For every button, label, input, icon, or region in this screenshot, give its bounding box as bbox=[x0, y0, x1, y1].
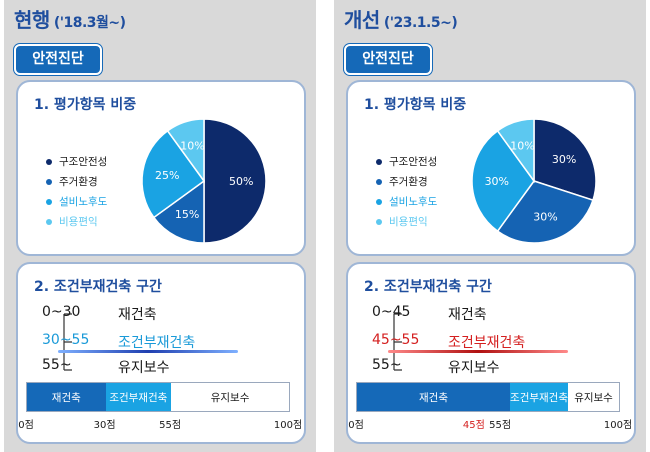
score-tick-label: 45점 bbox=[462, 420, 485, 431]
legend-item: 구조안전성 bbox=[376, 152, 437, 172]
section-title-ranges: 2. 조건부재건축 구간 bbox=[364, 279, 492, 295]
revised-panel: 개선 ('23.1.5~) 안전진단 1. 평가항목 비중 구조안전성 주거환경 … bbox=[334, 0, 646, 452]
score-tick-label: 100점 bbox=[603, 420, 633, 431]
score-tick-label: 30점 bbox=[93, 420, 116, 431]
legend-dot bbox=[46, 159, 52, 165]
highlight-underline bbox=[388, 350, 568, 353]
highlight-underline bbox=[58, 350, 238, 353]
legend-dot bbox=[46, 219, 52, 225]
section-title-weights: 1. 평가항목 비중 bbox=[34, 97, 137, 113]
range-card: 2. 조건부재건축 구간 0~30 재건축 30~55 조건부재건축 55~ 유지보수… bbox=[16, 262, 306, 444]
score-bar-segment: 재건축 bbox=[357, 383, 511, 411]
legend-dot bbox=[376, 159, 382, 165]
pie-slice-label: 30% bbox=[533, 210, 557, 223]
range-row: 0~30 재건축 bbox=[42, 304, 157, 323]
panel-subtitle: ('18.3월~) bbox=[53, 15, 126, 31]
pie-slice-label: 10% bbox=[180, 140, 204, 153]
pie-slice-label: 10% bbox=[510, 140, 534, 153]
score-bar-segment: 유지보수 bbox=[568, 383, 620, 411]
pie-legend: 구조안전성 주거환경 설비노후도 비용편익 bbox=[376, 152, 437, 232]
pie-slice-label: 25% bbox=[155, 169, 179, 182]
legend-dot bbox=[376, 199, 382, 205]
score-bar: 재건축 조건부재건축 유지보수 bbox=[26, 382, 290, 412]
pie-slice bbox=[166, 118, 205, 184]
range-row-highlight: 30~55 조건부재건축 bbox=[42, 332, 196, 351]
pie-slice bbox=[496, 180, 594, 244]
range-row: 55~ 유지보수 bbox=[372, 357, 500, 376]
pie-slice bbox=[496, 118, 535, 184]
section-badge: 안전진단 bbox=[14, 44, 102, 75]
panel-title: 개선 ('23.1.5~) bbox=[344, 8, 458, 32]
weight-card: 1. 평가항목 비중 구조안전성 주거환경 설비노후도 비용편익 50% 15% 2… bbox=[16, 80, 306, 256]
range-card: 2. 조건부재건축 구간 0~45 재건축 45~55 조건부재건축 55~ 유지보수… bbox=[346, 262, 636, 444]
pie-slice bbox=[471, 129, 535, 233]
legend-item: 비용편익 bbox=[376, 212, 437, 232]
range-tree-lines bbox=[393, 313, 402, 371]
score-tick-label: 100점 bbox=[273, 420, 303, 431]
pie-slice-label: 30% bbox=[552, 153, 576, 166]
panel-subtitle: ('23.1.5~) bbox=[383, 15, 458, 31]
score-tick-label: 0점 bbox=[18, 420, 34, 431]
pie-slice bbox=[533, 118, 597, 202]
current-panel: 현행 ('18.3월~) 안전진단 1. 평가항목 비중 구조안전성 주거환경 설… bbox=[4, 0, 316, 452]
pie-slice bbox=[141, 129, 206, 219]
pie-slice bbox=[203, 118, 267, 244]
legend-dot bbox=[376, 179, 382, 185]
pie-slice-label: 15% bbox=[175, 208, 199, 221]
section-title-ranges: 2. 조건부재건축 구간 bbox=[34, 279, 162, 295]
pie-slice-label: 50% bbox=[229, 175, 253, 188]
pie-slice bbox=[152, 179, 205, 244]
legend-item: 구조안전성 bbox=[46, 152, 107, 172]
legend-item: 주거환경 bbox=[376, 172, 437, 192]
legend-item: 비용편익 bbox=[46, 212, 107, 232]
weight-pie-chart: 30% 30% 30% 10% bbox=[471, 118, 597, 244]
score-bar-segment: 재건축 bbox=[27, 383, 106, 411]
score-tick-label: 55점 bbox=[159, 420, 182, 431]
pie-legend: 구조안전성 주거환경 설비노후도 비용편익 bbox=[46, 152, 107, 232]
legend-item: 주거환경 bbox=[46, 172, 107, 192]
range-row: 0~45 재건축 bbox=[372, 304, 487, 323]
score-bar-segment: 유지보수 bbox=[171, 383, 289, 411]
range-row-highlight: 45~55 조건부재건축 bbox=[372, 332, 526, 351]
section-badge: 안전진단 bbox=[344, 44, 432, 75]
legend-dot bbox=[46, 179, 52, 185]
section-title-weights: 1. 평가항목 비중 bbox=[364, 97, 467, 113]
range-tree-lines bbox=[63, 313, 72, 371]
weight-pie-chart: 50% 15% 25% 10% bbox=[141, 118, 267, 244]
panel-title: 현행 ('18.3월~) bbox=[14, 8, 126, 32]
weight-card: 1. 평가항목 비중 구조안전성 주거환경 설비노후도 비용편익 30% 30% 3… bbox=[346, 80, 636, 256]
legend-item: 설비노후도 bbox=[46, 192, 107, 212]
score-bar-segment: 조건부재건축 bbox=[510, 383, 568, 411]
legend-dot bbox=[376, 219, 382, 225]
legend-dot bbox=[46, 199, 52, 205]
score-tick-label: 55점 bbox=[489, 420, 512, 431]
score-bar: 재건축 조건부재건축 유지보수 bbox=[356, 382, 620, 412]
score-tick-label: 0점 bbox=[348, 420, 364, 431]
range-row: 55~ 유지보수 bbox=[42, 357, 170, 376]
pie-slice-label: 30% bbox=[485, 175, 509, 188]
legend-item: 설비노후도 bbox=[376, 192, 437, 212]
score-bar-segment: 조건부재건축 bbox=[105, 383, 172, 411]
